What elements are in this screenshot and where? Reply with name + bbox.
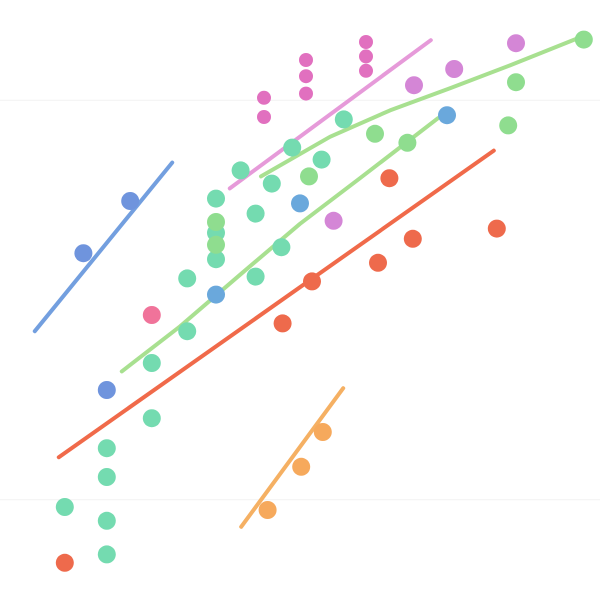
data-point [380, 169, 399, 188]
data-point [312, 150, 331, 169]
data-point [74, 244, 93, 263]
trendline-0 [56, 148, 496, 460]
data-point [303, 272, 321, 291]
data-point [313, 423, 332, 441]
data-point [487, 219, 506, 238]
trendline-1 [119, 116, 440, 374]
gridlines [0, 99, 600, 501]
data-point [207, 250, 225, 269]
data-point [178, 322, 197, 341]
data-point [257, 90, 271, 105]
data-points [55, 30, 593, 572]
data-point [246, 267, 265, 286]
trendline-2 [259, 33, 587, 179]
data-point [257, 110, 271, 124]
data-point [438, 106, 456, 125]
data-point [262, 174, 281, 193]
series-1 [207, 30, 593, 254]
data-point [207, 235, 225, 254]
series-0 [55, 110, 353, 564]
series-2 [55, 169, 506, 572]
data-point [97, 468, 116, 486]
data-point [121, 192, 140, 210]
data-point [405, 76, 423, 95]
data-point [300, 167, 318, 186]
data-point [97, 545, 116, 564]
series-6 [74, 192, 140, 399]
series-4 [324, 34, 525, 230]
series-5 [207, 106, 456, 304]
data-point [292, 457, 311, 476]
data-point [291, 194, 309, 213]
data-point [359, 63, 373, 78]
trendline-5 [239, 386, 346, 529]
data-point [142, 409, 161, 428]
data-point [369, 253, 387, 272]
data-point [299, 53, 313, 67]
data-point [299, 69, 313, 84]
trendlines [32, 33, 587, 529]
data-point [359, 35, 373, 49]
data-point [142, 306, 161, 324]
data-point [398, 133, 417, 152]
data-point [246, 204, 265, 223]
trendline-3 [227, 38, 433, 191]
data-point [273, 314, 292, 333]
data-point [507, 34, 525, 53]
data-point [359, 49, 373, 64]
data-point [231, 161, 250, 180]
data-point [97, 381, 116, 399]
data-point [403, 229, 422, 248]
data-point [324, 211, 343, 230]
series-8 [258, 423, 332, 519]
data-point [142, 354, 161, 372]
data-point [55, 553, 74, 572]
data-point [97, 439, 116, 458]
data-point [178, 269, 197, 288]
data-point [366, 124, 384, 143]
data-point [499, 116, 518, 135]
data-point [283, 138, 302, 157]
data-point [445, 60, 464, 78]
data-point [258, 501, 277, 519]
data-point [507, 73, 525, 92]
data-point [207, 213, 225, 231]
data-point [97, 511, 116, 530]
data-point [207, 189, 225, 208]
data-point [272, 238, 291, 257]
series-3 [257, 35, 373, 124]
data-point [334, 110, 353, 129]
data-point [207, 285, 225, 304]
data-point [574, 30, 593, 49]
series-7 [142, 306, 161, 324]
data-point [55, 498, 74, 516]
data-point [299, 86, 313, 101]
trendline-4 [32, 160, 175, 334]
